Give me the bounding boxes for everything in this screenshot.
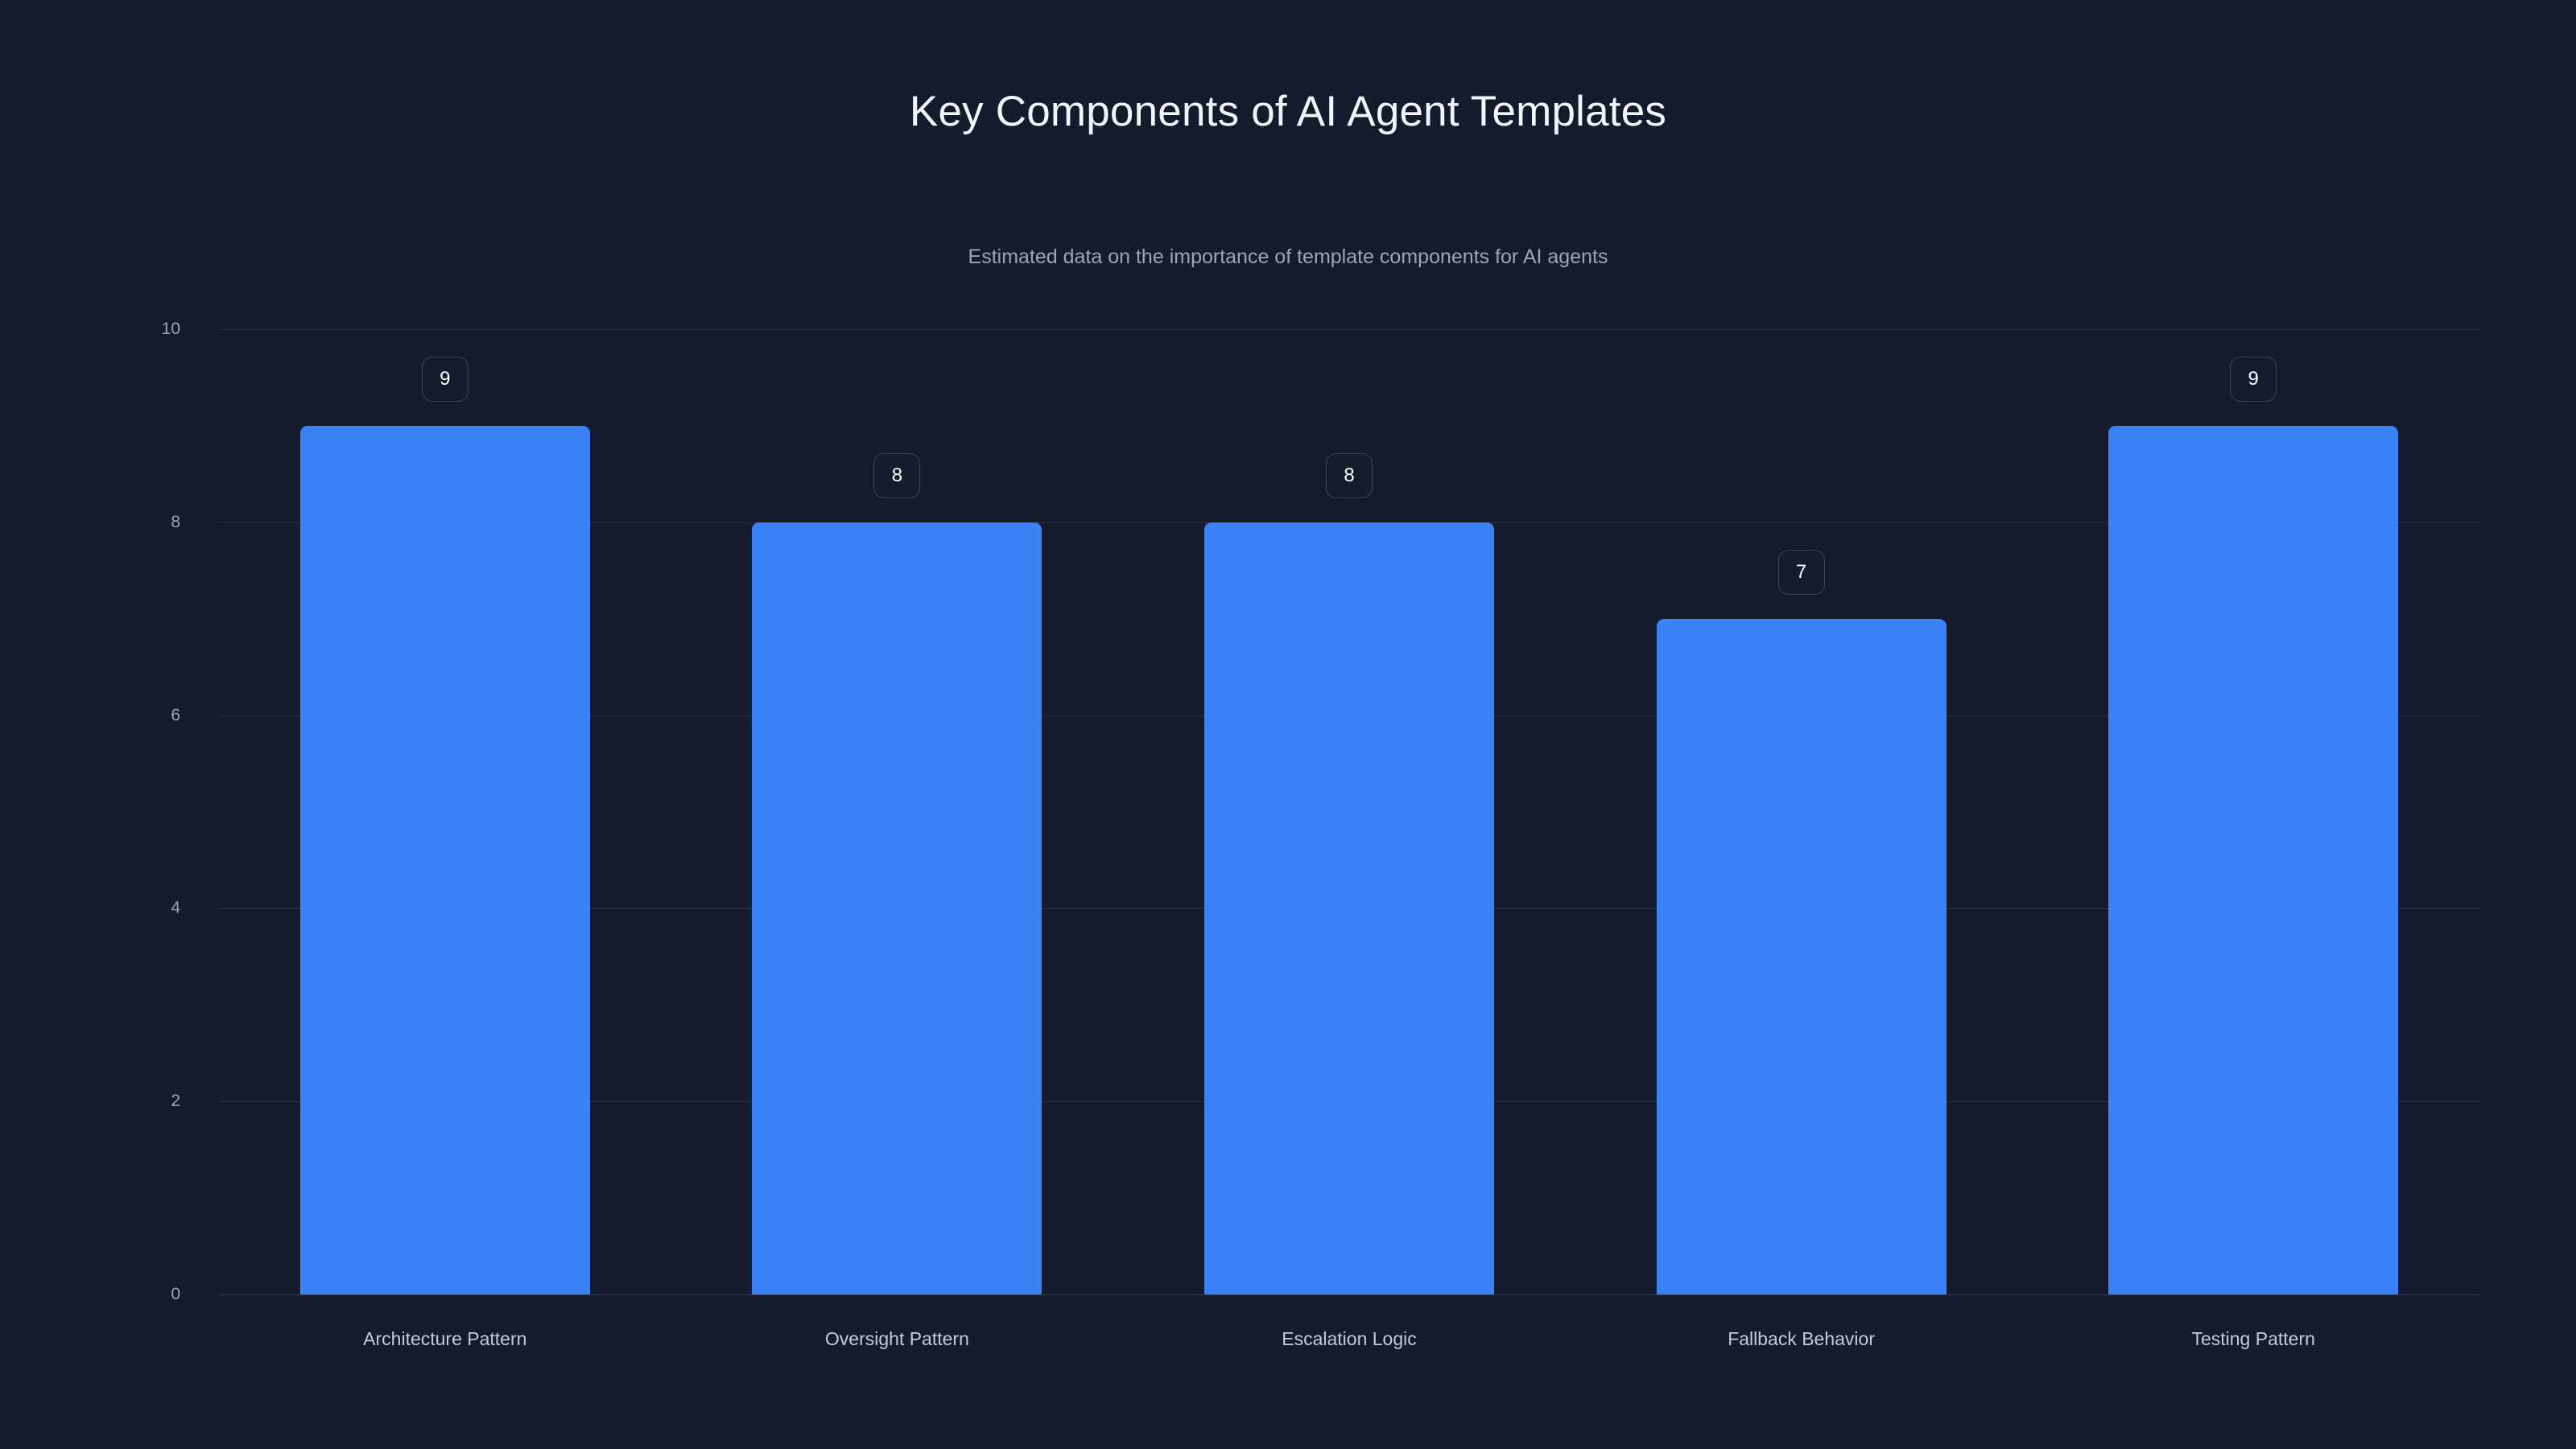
page-title: Key Components of AI Agent Templates — [909, 88, 1667, 135]
bar-value-badge: 7 — [1777, 549, 1825, 595]
bar[interactable] — [752, 522, 1042, 1294]
x-tick-label: Architecture Pattern — [363, 1328, 527, 1349]
bar-value-badge: 9 — [2230, 356, 2277, 402]
x-tick-label: Oversight Pattern — [824, 1328, 969, 1349]
bar-value-badge: 8 — [1326, 452, 1373, 498]
x-tick-label: Testing Pattern — [2191, 1328, 2315, 1349]
bar-value-badge: 9 — [421, 356, 469, 402]
y-tick-label: 4 — [171, 898, 180, 918]
bar-value-badge: 8 — [873, 452, 921, 498]
y-tick-label: 6 — [171, 705, 180, 724]
y-tick-label: 8 — [171, 512, 180, 531]
bar[interactable] — [1204, 522, 1494, 1294]
chart-subtitle: Estimated data on the importance of temp… — [968, 246, 1608, 268]
y-tick-label: 0 — [171, 1285, 180, 1303]
x-tick-label: Escalation Logic — [1282, 1328, 1417, 1349]
bar[interactable] — [299, 425, 590, 1294]
plot-area — [219, 329, 2479, 1295]
y-axis-tick-labels: 0 2 4 6 8 10 — [0, 320, 200, 1303]
y-tick-label: 2 — [171, 1092, 180, 1111]
y-tick-label: 10 — [161, 320, 180, 338]
bar[interactable] — [1656, 618, 1946, 1294]
gridline — [219, 1294, 2479, 1295]
x-tick-label: Fallback Behavior — [1728, 1328, 1875, 1349]
gridline — [219, 329, 2479, 330]
bar[interactable] — [2108, 425, 2399, 1294]
